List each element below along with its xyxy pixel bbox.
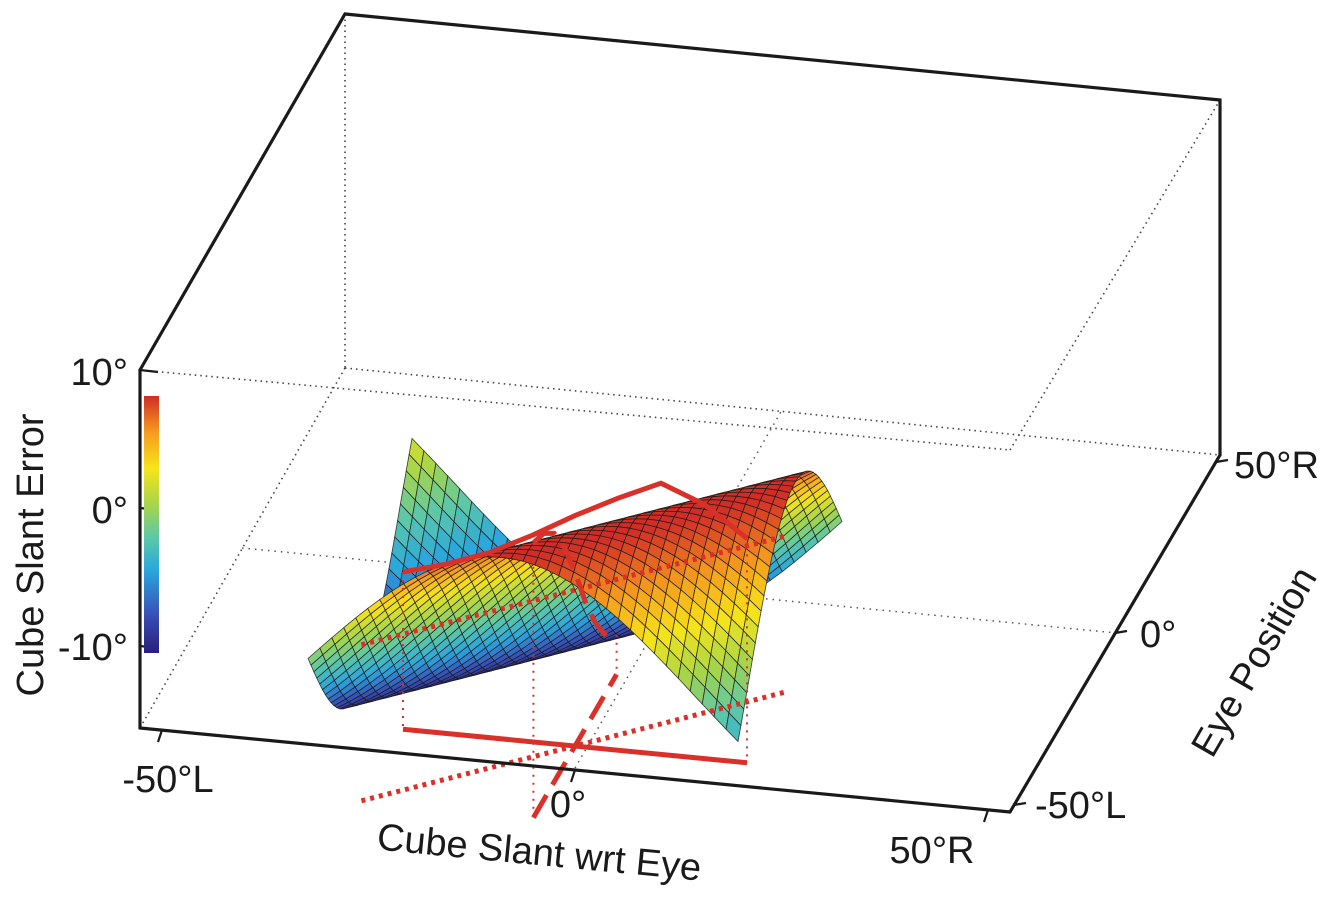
colorbar xyxy=(144,396,159,653)
dotted-curve-floor-projection xyxy=(360,688,790,804)
surface-cell xyxy=(725,712,742,743)
axes-box-front xyxy=(138,12,1222,814)
dotted-curve xyxy=(360,532,790,648)
y-tick-label: 0° xyxy=(1140,614,1176,656)
y-axis-title: Eye Position xyxy=(1184,560,1326,764)
dashed-curve-floor-projection xyxy=(531,673,619,819)
x-tick-label: 0° xyxy=(550,784,586,826)
z-tick-label: 10° xyxy=(71,352,128,394)
dashed-curve xyxy=(531,530,617,639)
y-tick-label: 50°R xyxy=(1234,445,1319,487)
x-tick-label: 50°R xyxy=(890,830,975,872)
z-tick-label: -10° xyxy=(58,627,128,669)
x-axis-title: Cube Slant wrt Eye xyxy=(375,817,703,890)
floor-grid xyxy=(241,409,1118,769)
y-tick-label: -50°L xyxy=(1035,785,1126,827)
z-axis-title: Cube Slant Error xyxy=(10,413,52,696)
error-surface xyxy=(307,437,843,743)
z-tick-label: 0° xyxy=(92,490,128,532)
solid-curve xyxy=(402,480,749,575)
x-tick-label: -50°L xyxy=(122,759,213,801)
highlighted-curves xyxy=(360,480,790,819)
